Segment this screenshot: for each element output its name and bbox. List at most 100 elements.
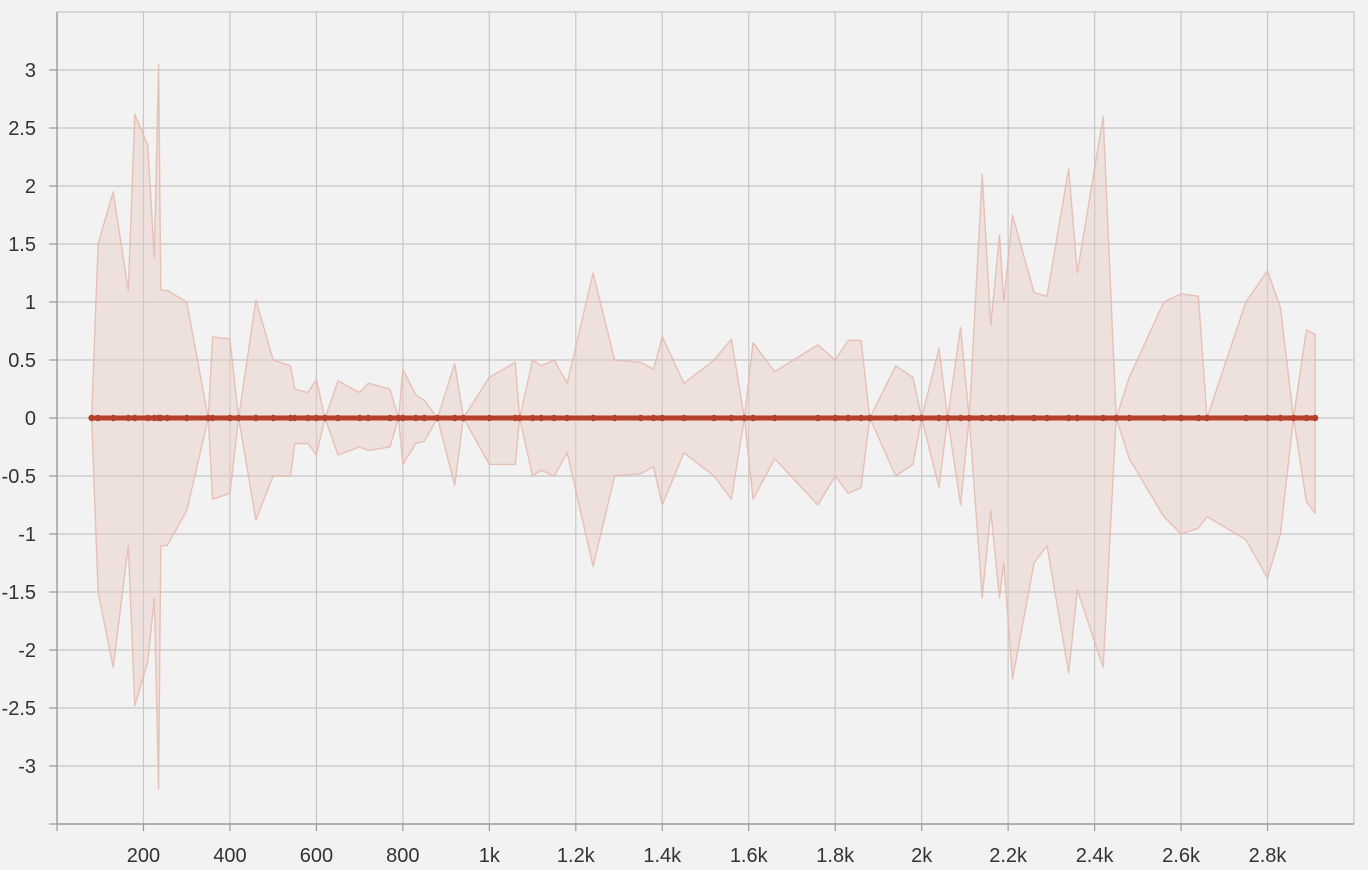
x-tick-label: 2.4k: [1076, 845, 1115, 867]
y-tick-label: -1: [18, 524, 36, 546]
x-tick-label: 1k: [479, 845, 501, 867]
data-point: [1277, 414, 1284, 422]
x-tick-label: 2.8k: [1249, 845, 1288, 867]
data-point: [650, 414, 657, 422]
y-tick-label: 0: [25, 408, 36, 430]
y-tick-label: -1.5: [2, 582, 36, 604]
x-tick-label: 1.4k: [643, 845, 682, 867]
data-point: [183, 414, 190, 422]
data-point: [1177, 414, 1185, 422]
data-point: [1043, 414, 1051, 422]
x-tick-label: 1.8k: [816, 845, 855, 867]
data-point: [918, 414, 925, 422]
data-point: [1203, 414, 1211, 422]
data-point: [771, 414, 778, 422]
data-point: [334, 414, 342, 422]
y-tick-label: -0.5: [2, 466, 36, 488]
data-point: [611, 414, 618, 422]
data-point: [131, 414, 139, 422]
data-point: [88, 414, 95, 422]
data-point: [1242, 414, 1250, 422]
data-point: [529, 414, 536, 422]
data-point: [399, 414, 407, 422]
y-tick-label: 1: [25, 292, 36, 314]
y-tick-label: 0.5: [8, 350, 36, 372]
data-point: [1264, 414, 1271, 422]
data-point: [892, 414, 899, 422]
confidence-band: [90, 63, 1316, 790]
data-point: [866, 414, 873, 422]
y-tick-label: 2.5: [8, 118, 36, 140]
data-point: [909, 414, 917, 422]
x-tick-label: 1.6k: [730, 845, 769, 867]
data-point: [451, 414, 458, 422]
data-point: [978, 414, 986, 422]
data-point: [550, 414, 558, 422]
x-tick-label: 1.2k: [557, 845, 596, 867]
x-tick-label: 400: [213, 845, 246, 867]
data-point: [291, 414, 298, 422]
data-point: [589, 414, 597, 422]
x-tick-labels: 200 400 600 800 1k 1.2k 1.4k 1.6k 1.8k 2k 2.2k 2.4k…: [127, 845, 1288, 867]
data-point: [728, 414, 735, 422]
data-point: [1125, 414, 1133, 422]
data-point: [741, 414, 748, 422]
data-point: [680, 414, 688, 422]
data-point: [1113, 414, 1120, 422]
x-tick-label: 2.2k: [989, 845, 1028, 867]
data-point: [1195, 414, 1202, 422]
data-point: [235, 414, 242, 422]
x-tick-label: 2k: [911, 845, 933, 867]
y-tick-label: 2: [25, 176, 36, 198]
data-point: [365, 414, 372, 422]
data-point: [987, 414, 995, 422]
data-point: [313, 414, 320, 422]
y-tick-label: 3: [25, 60, 36, 82]
data-point: [814, 414, 822, 422]
data-point: [144, 414, 151, 422]
data-point: [1000, 414, 1008, 422]
data-point: [304, 414, 311, 422]
series-line-group: [88, 414, 1319, 422]
data-point: [857, 414, 865, 422]
x-tick-label: 600: [300, 845, 333, 867]
data-point: [1160, 414, 1167, 422]
data-point: [1311, 414, 1319, 422]
x-tick-label: 200: [127, 845, 160, 867]
data-point: [516, 414, 523, 422]
y-tick-label: -2.5: [2, 698, 36, 720]
data-point: [226, 414, 234, 422]
data-point: [1100, 414, 1107, 422]
data-point: [209, 414, 216, 422]
data-point: [749, 414, 757, 422]
data-point: [110, 414, 117, 422]
data-point: [659, 414, 666, 422]
data-point: [1303, 414, 1310, 422]
data-point: [460, 414, 467, 422]
data-point: [421, 414, 428, 422]
data-point: [252, 414, 260, 422]
x-tick-label: 2.6k: [1162, 845, 1201, 867]
y-tick-label: 1.5: [8, 234, 36, 256]
axes: [49, 12, 1354, 831]
data-point: [832, 414, 839, 422]
data-point: [1065, 414, 1072, 422]
data-point: [164, 414, 171, 422]
data-point: [157, 414, 164, 422]
data-point: [957, 414, 964, 422]
y-tick-labels: 3 2.5 2 1.5 1 0.5 0 -0.5 -1 -1.5 -2 -2.5 -3: [2, 60, 36, 778]
data-point: [966, 414, 973, 422]
data-point: [386, 414, 394, 422]
data-point: [1030, 414, 1038, 422]
data-point: [1290, 414, 1297, 422]
x-tick-label: 800: [386, 845, 419, 867]
data-point: [94, 414, 102, 422]
data-point: [935, 414, 943, 422]
data-point: [563, 414, 571, 422]
data-point: [637, 414, 644, 422]
data-point: [1074, 414, 1081, 422]
data-point: [710, 414, 718, 422]
data-point: [125, 414, 132, 422]
data-point: [412, 414, 420, 422]
